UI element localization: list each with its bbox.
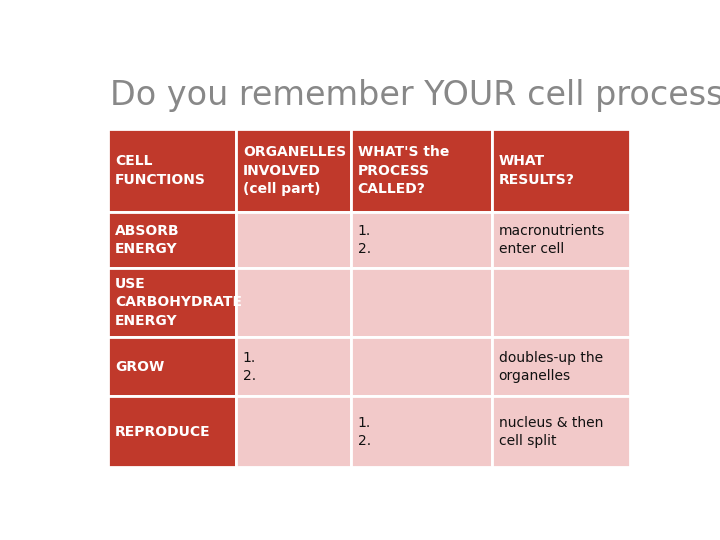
- Bar: [109, 396, 236, 467]
- Bar: [351, 129, 492, 212]
- Bar: [492, 129, 630, 212]
- Bar: [351, 268, 492, 337]
- Text: 1.
2.: 1. 2.: [358, 224, 371, 256]
- Text: WHAT
RESULTS?: WHAT RESULTS?: [498, 154, 575, 187]
- Bar: [351, 212, 492, 268]
- Bar: [109, 268, 236, 337]
- Text: nucleus & then
cell split: nucleus & then cell split: [498, 416, 603, 448]
- Bar: [236, 129, 351, 212]
- Bar: [236, 212, 351, 268]
- Bar: [351, 396, 492, 467]
- Text: WHAT'S the
PROCESS
CALLED?: WHAT'S the PROCESS CALLED?: [358, 145, 449, 196]
- Bar: [492, 212, 630, 268]
- Bar: [492, 396, 630, 467]
- Bar: [492, 268, 630, 337]
- Text: REPRODUCE: REPRODUCE: [115, 425, 211, 439]
- Bar: [109, 212, 236, 268]
- Bar: [492, 337, 630, 396]
- Bar: [236, 337, 351, 396]
- Bar: [351, 337, 492, 396]
- Bar: [236, 396, 351, 467]
- FancyBboxPatch shape: [84, 60, 654, 485]
- Text: ORGANELLES
INVOLVED
(cell part): ORGANELLES INVOLVED (cell part): [243, 145, 346, 196]
- Text: ABSORB
ENERGY: ABSORB ENERGY: [115, 224, 180, 256]
- Text: 1.
2.: 1. 2.: [243, 350, 256, 383]
- Text: Do you remember YOUR cell processes?: Do you remember YOUR cell processes?: [109, 79, 720, 112]
- Text: 1.
2.: 1. 2.: [358, 416, 371, 448]
- Text: macronutrients
enter cell: macronutrients enter cell: [498, 224, 605, 256]
- Bar: [109, 337, 236, 396]
- Text: GROW: GROW: [115, 360, 164, 374]
- Bar: [109, 129, 236, 212]
- Text: CELL
FUNCTIONS: CELL FUNCTIONS: [115, 154, 206, 187]
- Bar: [236, 268, 351, 337]
- Text: doubles-up the
organelles: doubles-up the organelles: [498, 350, 603, 383]
- Text: USE
CARBOHYDRATE
ENERGY: USE CARBOHYDRATE ENERGY: [115, 277, 242, 328]
